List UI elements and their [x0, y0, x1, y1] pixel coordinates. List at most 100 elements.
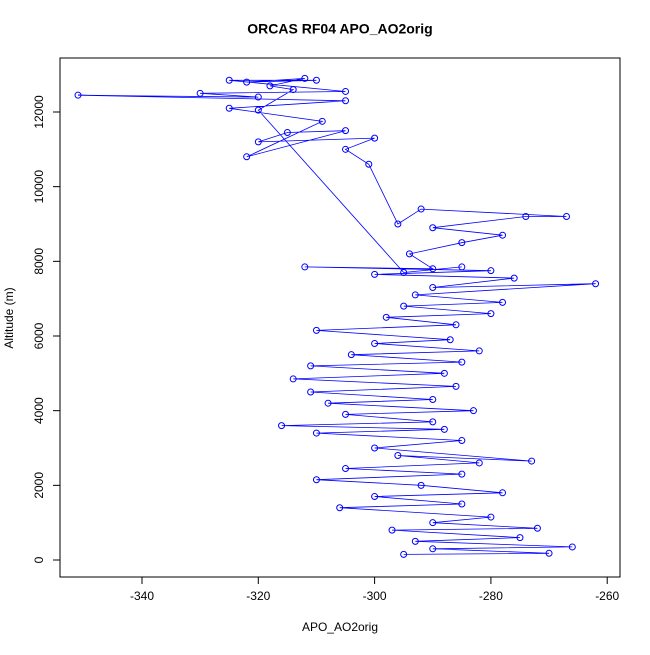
point — [225, 76, 233, 84]
point — [429, 224, 437, 232]
point — [411, 291, 419, 299]
point — [429, 418, 437, 426]
point — [458, 263, 466, 271]
point — [342, 87, 350, 95]
point — [342, 97, 350, 105]
point — [429, 283, 437, 291]
point — [266, 82, 274, 90]
point — [254, 106, 262, 114]
point — [440, 369, 448, 377]
point — [342, 465, 350, 473]
point — [301, 74, 309, 82]
point — [487, 513, 495, 521]
y-axis-label: Altitude (m) — [2, 287, 16, 348]
point — [522, 213, 530, 221]
point — [429, 395, 437, 403]
point — [74, 91, 82, 99]
point — [371, 339, 379, 347]
point — [429, 265, 437, 273]
point — [312, 326, 320, 334]
point — [458, 470, 466, 478]
point — [289, 86, 297, 94]
point — [307, 362, 315, 370]
point — [411, 537, 419, 545]
y-tick-label: 0 — [32, 556, 46, 563]
point — [592, 280, 600, 288]
point — [400, 269, 408, 277]
point — [487, 310, 495, 318]
point — [371, 493, 379, 501]
point — [371, 270, 379, 278]
point — [283, 129, 291, 137]
y-tick-label: 2000 — [32, 472, 46, 499]
point — [382, 313, 390, 321]
point — [528, 457, 536, 465]
point — [278, 422, 286, 430]
point — [475, 347, 483, 355]
point — [510, 274, 518, 282]
y-tick-label: 8000 — [32, 248, 46, 275]
point — [458, 500, 466, 508]
point — [446, 336, 454, 344]
point — [243, 153, 251, 161]
point — [499, 231, 507, 239]
point — [371, 134, 379, 142]
point — [458, 239, 466, 247]
point — [312, 476, 320, 484]
point — [307, 388, 315, 396]
point — [458, 358, 466, 366]
point — [469, 407, 477, 415]
point — [487, 267, 495, 275]
y-tick-label: 4000 — [32, 397, 46, 424]
x-tick-label: -260 — [595, 589, 619, 603]
point — [452, 321, 460, 329]
point — [225, 104, 233, 112]
point — [254, 93, 262, 101]
point — [312, 429, 320, 437]
point — [545, 549, 553, 557]
point — [499, 298, 507, 306]
point — [342, 145, 350, 153]
y-tick-label: 6000 — [32, 322, 46, 349]
point — [312, 76, 320, 84]
series-line — [77, 78, 596, 555]
point — [394, 220, 402, 228]
point — [365, 160, 373, 168]
x-axis-label: APO_AO2orig — [302, 620, 378, 634]
x-tick-label: -340 — [130, 589, 154, 603]
point — [417, 481, 425, 489]
point — [533, 524, 541, 532]
x-tick-label: -300 — [363, 589, 387, 603]
point — [458, 437, 466, 445]
point — [371, 444, 379, 452]
point — [301, 263, 309, 271]
y-tick-label: 12000 — [32, 95, 46, 129]
x-tick-label: -320 — [246, 589, 270, 603]
plot-frame — [59, 57, 621, 578]
point — [254, 138, 262, 146]
point — [318, 117, 326, 125]
point — [563, 213, 571, 221]
chart-title: ORCAS RF04 APO_AO2orig — [247, 21, 432, 37]
point — [429, 519, 437, 527]
point — [324, 399, 332, 407]
point — [347, 351, 355, 359]
point — [400, 550, 408, 558]
point — [417, 205, 425, 213]
point — [342, 410, 350, 418]
point — [289, 375, 297, 383]
y-tick-label: 10000 — [32, 170, 46, 204]
point — [243, 78, 251, 86]
point — [394, 451, 402, 459]
point — [400, 302, 408, 310]
point — [336, 504, 344, 512]
point — [516, 534, 524, 542]
x-tick-label: -280 — [479, 589, 503, 603]
point — [388, 526, 396, 534]
point — [405, 250, 413, 258]
point — [499, 489, 507, 497]
point — [429, 545, 437, 553]
point — [452, 382, 460, 390]
point — [196, 89, 204, 97]
